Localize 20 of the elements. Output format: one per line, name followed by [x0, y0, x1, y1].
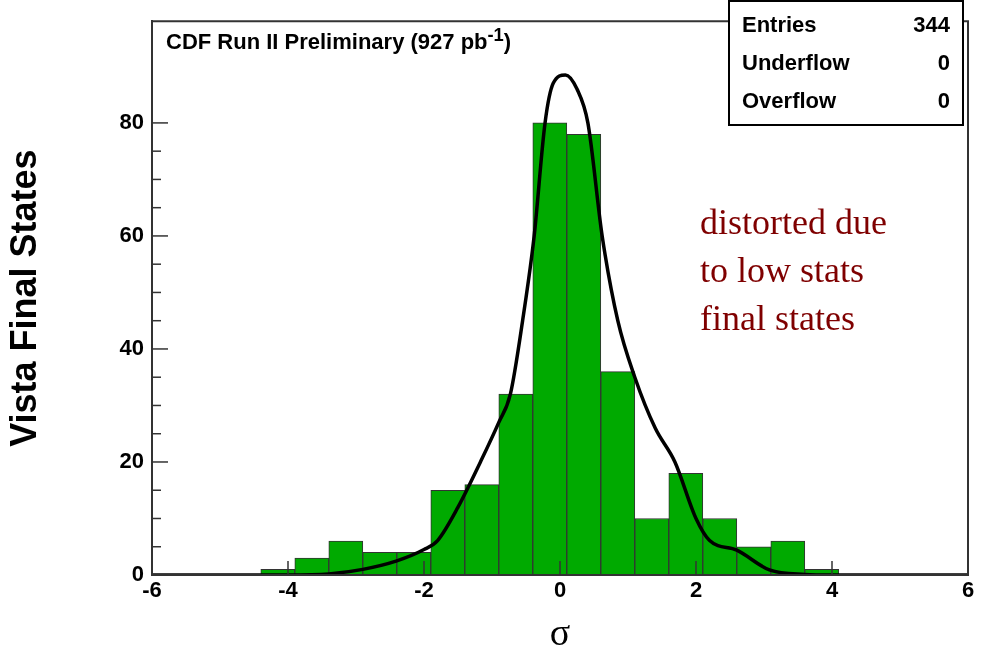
- text: Entries 344: [742, 12, 950, 37]
- text: Underflow 0: [742, 50, 950, 75]
- y-tick-label: 80: [119, 108, 144, 134]
- x-axis-title: σ: [549, 611, 571, 654]
- y-tick-label: 60: [119, 222, 144, 247]
- y-tick-label: 20: [119, 448, 144, 474]
- text: Overflow 0: [742, 88, 950, 113]
- annotation: distorted due to low stats final states: [700, 201, 887, 340]
- x-tick-label: 6: [961, 577, 975, 603]
- y-tick-label: 0: [131, 561, 144, 587]
- x-tick-label: -4: [278, 577, 299, 603]
- line-series: [152, 73, 968, 575]
- x-tick-label: -2: [414, 577, 434, 603]
- y-tick-label: 40: [119, 335, 144, 361]
- x-tick-label: 0: [553, 577, 567, 603]
- x-tick-label: -6: [142, 577, 162, 603]
- x-tick-label: 4: [825, 577, 839, 603]
- y-axis-title: Vista Final States: [2, 149, 44, 447]
- x-tick-label: 2: [689, 577, 703, 603]
- chart-title: CDF Run II Preliminary (927 pb$^{-1}$): [166, 24, 512, 56]
